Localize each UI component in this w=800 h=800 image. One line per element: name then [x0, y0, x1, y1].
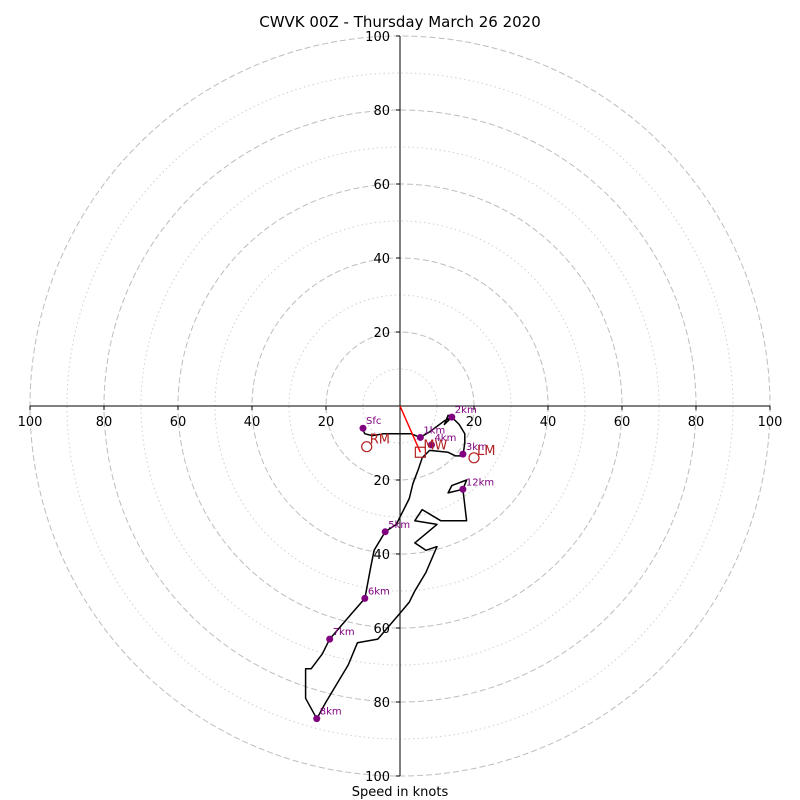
y-tick-label: 100: [365, 770, 390, 785]
lm-marker: [468, 452, 480, 464]
chart-title: CWVK 00Z - Thursday March 26 2020: [259, 13, 541, 31]
height-label-4km: 4km: [434, 433, 456, 444]
x-tick-label: 40: [244, 415, 261, 430]
mw-marker: [414, 446, 426, 458]
x-tick-label: 80: [688, 415, 705, 430]
height-label-7km: 7km: [333, 627, 355, 638]
x-tick-label: 80: [96, 415, 113, 430]
rm-label: RM: [370, 433, 390, 448]
hodograph-line: [304, 414, 468, 720]
y-tick-label: 40: [373, 548, 390, 563]
y-tick-label: 80: [373, 104, 390, 119]
rm-marker: [361, 441, 373, 453]
mw-label: MW: [423, 438, 447, 453]
x-tick-label: 100: [758, 415, 783, 430]
height-markers: Sfc 1km 2km 3km 4km 5km 6km 7km 8km 12km: [313, 405, 494, 723]
height-marker-6km: [361, 594, 369, 602]
height-marker-3km: [459, 450, 467, 458]
y-tick-label: 80: [373, 696, 390, 711]
y-tick-label: 100: [365, 30, 390, 45]
height-label-sfc: Sfc: [366, 416, 381, 427]
x-tick-label: 60: [170, 415, 187, 430]
height-marker-7km: [326, 635, 334, 643]
height-marker-1km: [416, 433, 424, 441]
height-label-6km: 6km: [368, 586, 390, 597]
height-marker-4km: [427, 441, 435, 449]
y-tick-label: 40: [373, 252, 390, 267]
height-label-1km: 1km: [423, 425, 445, 436]
height-label-12km: 12km: [466, 477, 494, 488]
height-label-5km: 5km: [388, 520, 410, 531]
x-axis-label: Speed in knots: [352, 785, 449, 800]
y-tick-label: 20: [373, 474, 390, 489]
x-tick-label: 100: [18, 415, 43, 430]
storm-motion-vector: [399, 405, 422, 453]
height-marker-12km: [459, 485, 467, 493]
height-marker-sfc: [359, 424, 367, 432]
x-tick-label: 40: [540, 415, 557, 430]
mean-wind-vector: [399, 405, 422, 453]
x-tick-label: 20: [466, 415, 483, 430]
height-label-2km: 2km: [455, 405, 477, 416]
y-tick-label: 20: [373, 326, 390, 341]
x-tick-label: 60: [614, 415, 631, 430]
storm-motions: RM LM MW: [361, 433, 495, 464]
y-tick-label: 60: [373, 622, 390, 637]
tick-labels: 100 80 60 40 20 20 40 60 80 100 100 80 60 40 20 20 40 60 8…: [18, 30, 783, 785]
y-tick-label: 60: [373, 178, 390, 193]
height-marker-5km: [381, 528, 389, 536]
lm-label: LM: [477, 444, 495, 459]
height-marker-8km: [313, 715, 321, 723]
height-label-3km: 3km: [466, 442, 488, 453]
x-tick-label: 20: [318, 415, 335, 430]
height-label-8km: 8km: [320, 707, 342, 718]
height-marker-2km: [448, 413, 456, 421]
hodograph-trace: [304, 414, 468, 720]
